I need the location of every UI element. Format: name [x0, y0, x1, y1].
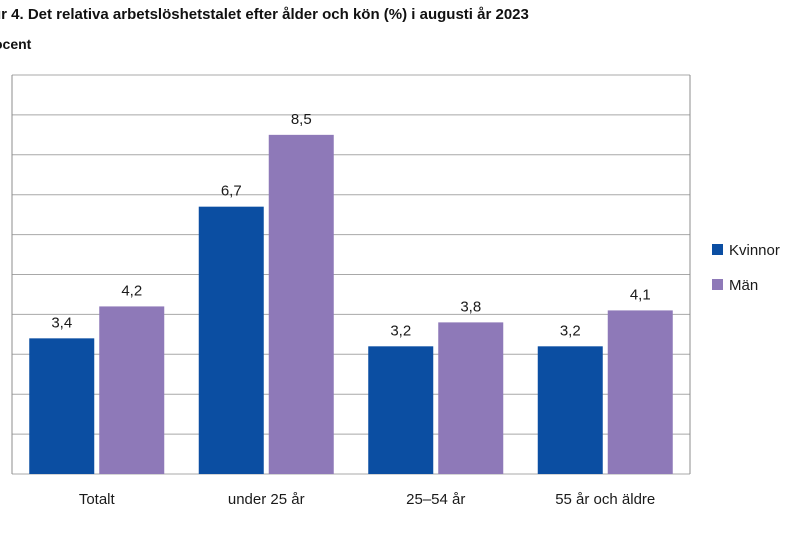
legend-swatch: [712, 279, 723, 290]
value-label: 3,8: [460, 298, 481, 315]
category-label: Totalt: [79, 491, 116, 508]
bar-kvinnor-2: [368, 346, 434, 474]
category-labels: Totalt under 25 år 25–54 år 55 år och äldre: [79, 491, 655, 508]
value-label: 3,2: [560, 322, 581, 339]
chart-title: ur 4. Det relativa arbetslöshetstalet ef…: [0, 6, 529, 23]
bars: [29, 134, 673, 475]
bar-kvinnor-0: [29, 338, 95, 474]
value-label: 4,2: [121, 282, 142, 299]
value-label: 3,2: [390, 322, 411, 339]
value-label: 6,7: [221, 183, 242, 200]
category-label: 55 år och äldre: [555, 491, 655, 508]
bar-man-3: [607, 310, 673, 474]
legend: Kvinnor Män: [712, 242, 780, 294]
value-label: 3,4: [51, 314, 72, 331]
bar-kvinnor-1: [198, 206, 264, 475]
bar-kvinnor-3: [537, 346, 603, 474]
value-label: 4,1: [630, 286, 651, 303]
bar-man-0: [99, 306, 165, 474]
value-label: 8,5: [291, 111, 312, 128]
chart-unit-label: ocent: [0, 36, 32, 52]
legend-swatch: [712, 244, 723, 255]
category-label: under 25 år: [228, 491, 305, 508]
legend-label: Kvinnor: [729, 242, 780, 259]
value-labels: 3,4 4,2 6,7 8,5 3,2 3,8 3,2 4,1: [51, 111, 650, 339]
legend-label: Män: [729, 277, 758, 294]
bar-man-1: [268, 134, 334, 474]
category-label: 25–54 år: [406, 491, 465, 508]
bar-man-2: [438, 322, 504, 474]
